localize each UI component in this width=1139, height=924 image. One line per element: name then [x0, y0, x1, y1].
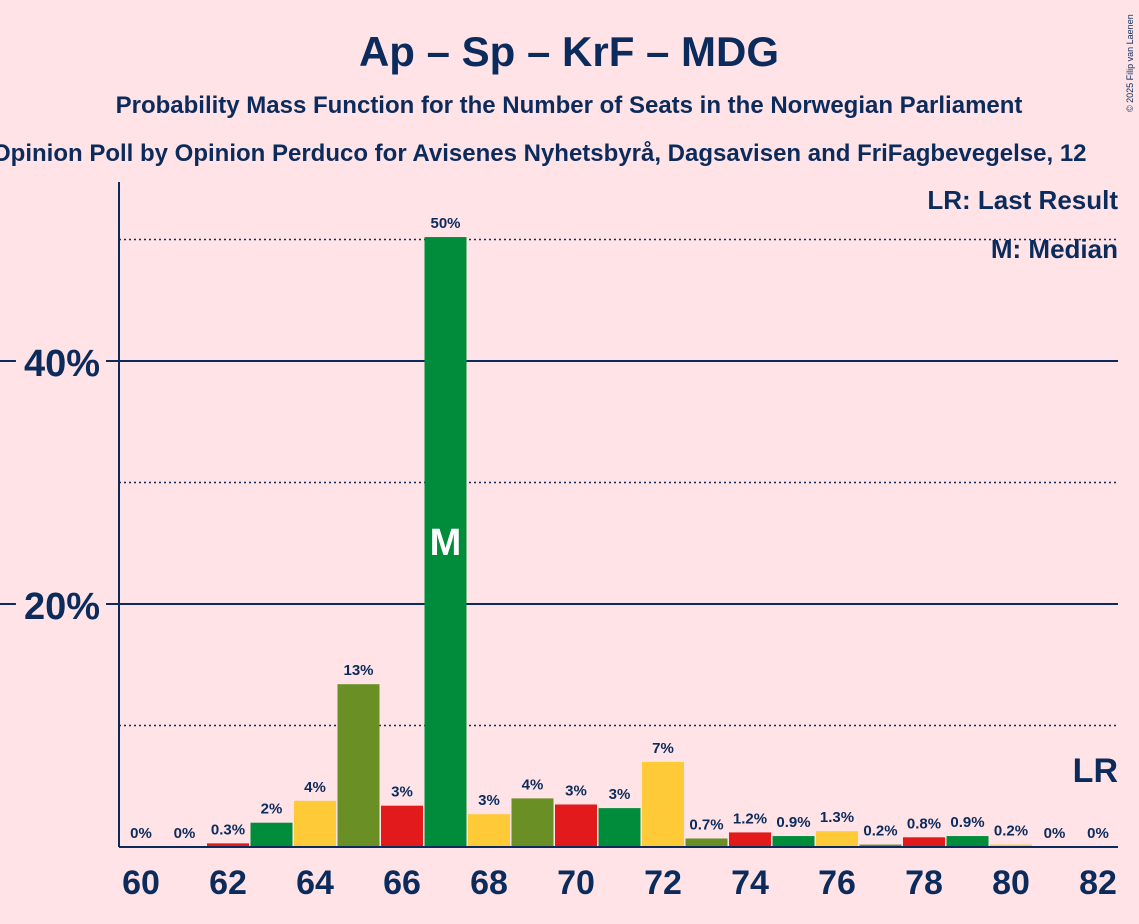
bar-seat-80 — [990, 844, 1032, 847]
bar-value-label: 4% — [522, 776, 544, 793]
x-tick-label: 68 — [470, 864, 508, 902]
bar-seat-65 — [337, 684, 380, 847]
x-tick-label: 66 — [383, 864, 421, 902]
bar-value-label: 3% — [565, 782, 587, 799]
x-tick-label: 64 — [296, 864, 334, 902]
bar-value-label: 0.2% — [863, 823, 897, 840]
bar-value-label: 13% — [343, 662, 373, 679]
bar-seat-64 — [294, 800, 336, 847]
bar-seat-76 — [816, 831, 858, 847]
bar-seat-74 — [729, 832, 771, 847]
x-tick-label: 76 — [818, 864, 856, 902]
bar-value-label: 0% — [1044, 825, 1066, 842]
bar-value-label: 1.2% — [733, 810, 767, 827]
bar-seat-67 — [424, 237, 467, 847]
bar-value-label: 0% — [174, 825, 196, 842]
x-tick-label: 74 — [731, 864, 769, 902]
y-tick-label: 40% — [24, 343, 100, 385]
bar-value-label: 0.8% — [907, 815, 941, 832]
y-tick-label-background — [15, 339, 106, 383]
bar-seat-63 — [250, 822, 293, 847]
bar-seat-69 — [511, 798, 554, 847]
bar-value-label: 0.3% — [211, 821, 245, 838]
copyright-note: © 2025 Filip van Laenen — [1125, 14, 1135, 112]
bar-value-label: 3% — [391, 784, 413, 801]
bar-seat-73 — [685, 838, 728, 847]
bar-seat-68 — [468, 814, 510, 847]
bar-seat-66 — [381, 805, 423, 847]
bar-seat-71 — [598, 808, 641, 847]
bar-value-label: 0.7% — [689, 816, 723, 833]
chart-subtitle: Probability Mass Function for the Number… — [116, 92, 1023, 119]
median-marker: M — [430, 522, 462, 564]
legend-median: M: Median — [991, 234, 1118, 264]
bar-value-label: 4% — [304, 779, 326, 796]
last-result-marker: LR — [1073, 752, 1118, 790]
axes-group: 20% 40% 60 62 64 66 68 70 72 74 76 78 80 82 — [24, 182, 1118, 902]
x-tick-label: 80 — [992, 864, 1030, 902]
x-tick-label: 82 — [1079, 864, 1117, 902]
poll-source-line: Opinion Poll by Opinion Perduco for Avis… — [0, 140, 1087, 167]
y-tick-label: 20% — [24, 586, 100, 628]
bar-seat-78 — [903, 837, 945, 847]
bar-value-label: 50% — [430, 215, 460, 232]
legend-last-result: LR: Last Result — [927, 185, 1118, 215]
bar-value-label: 3% — [478, 792, 500, 809]
x-tick-label: 60 — [122, 864, 160, 902]
bar-value-label: 2% — [261, 801, 283, 818]
bar-value-label: 7% — [652, 740, 674, 757]
bar-seat-79 — [946, 836, 989, 847]
bar-value-label: 0.9% — [950, 814, 984, 831]
bar-value-label: 1.3% — [820, 809, 854, 826]
bars-group — [207, 237, 1032, 847]
bar-labels-group: 0% 0% 0.3% 2% 4% 13% 3% 50% 3% 4% 3% 3% 7% 0.7% 1.2% 0.… — [130, 215, 1118, 842]
bar-seat-75 — [772, 836, 815, 847]
x-tick-label: 62 — [209, 864, 247, 902]
bar-value-label: 0.9% — [776, 814, 810, 831]
x-tick-label: 72 — [644, 864, 682, 902]
bar-value-label: 0% — [1087, 825, 1109, 842]
bar-value-label: 3% — [609, 786, 631, 803]
bar-seat-77 — [859, 844, 902, 847]
x-tick-label: 70 — [557, 864, 595, 902]
x-tick-label: 78 — [905, 864, 943, 902]
bar-seat-70 — [555, 804, 597, 847]
bar-seat-62 — [207, 843, 249, 847]
grid-lines — [0, 238, 1118, 727]
y-tick-label-background — [15, 582, 106, 626]
bar-seat-72 — [642, 761, 684, 847]
bar-value-label: 0.2% — [994, 823, 1028, 840]
chart-title: Ap – Sp – KrF – MDG — [359, 28, 779, 75]
bar-value-label: 0% — [130, 825, 152, 842]
